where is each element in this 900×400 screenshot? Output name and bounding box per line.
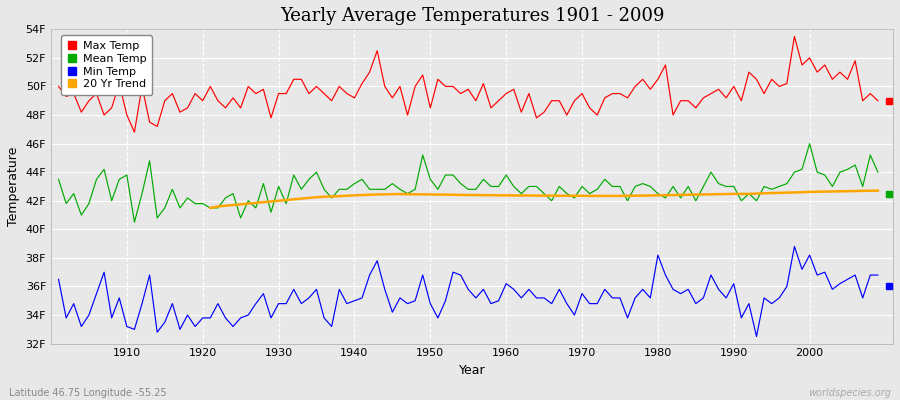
Text: worldspecies.org: worldspecies.org	[808, 388, 891, 398]
X-axis label: Year: Year	[459, 364, 485, 377]
Y-axis label: Temperature: Temperature	[7, 147, 20, 226]
Title: Yearly Average Temperatures 1901 - 2009: Yearly Average Temperatures 1901 - 2009	[280, 7, 664, 25]
Text: Latitude 46.75 Longitude -55.25: Latitude 46.75 Longitude -55.25	[9, 388, 166, 398]
Legend: Max Temp, Mean Temp, Min Temp, 20 Yr Trend: Max Temp, Mean Temp, Min Temp, 20 Yr Tre…	[61, 36, 152, 95]
